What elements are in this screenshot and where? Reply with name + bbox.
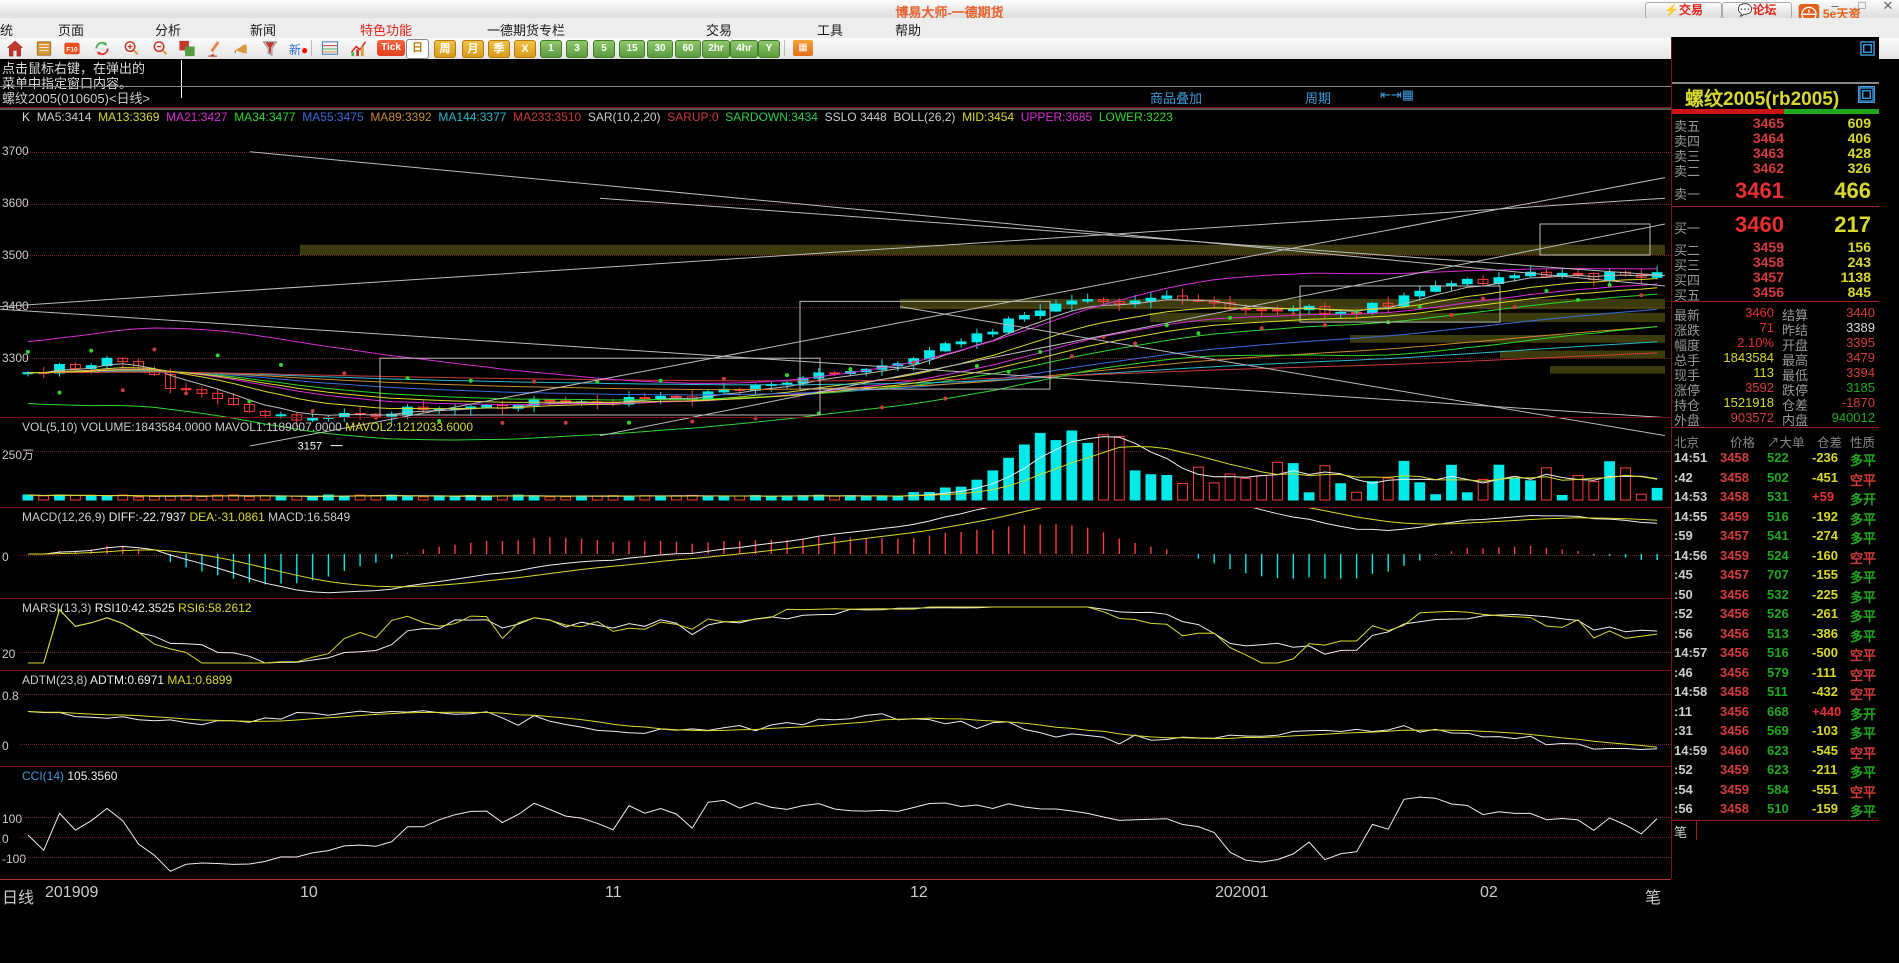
- svg-text:F10: F10: [66, 46, 78, 53]
